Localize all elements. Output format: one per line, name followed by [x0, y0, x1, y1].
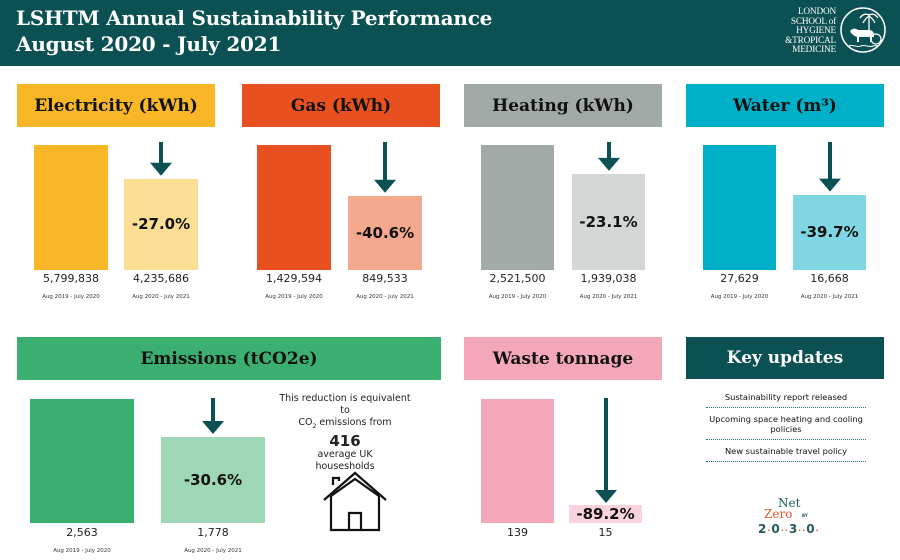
page-title: LSHTM Annual Sustainability Performance … [16, 5, 492, 57]
water-panel-title: Water (m³) [686, 84, 884, 127]
equiv-line3: average UK [317, 448, 373, 460]
equiv-line2: CO2 emissions from [275, 417, 415, 433]
logo-line: MEDICINE [792, 45, 836, 56]
emissions-bar-previous [30, 399, 134, 523]
electricity-panel-title: Electricity (kWh) [17, 84, 215, 127]
page-header: LSHTM Annual Sustainability Performance … [0, 0, 900, 66]
down-arrow-icon [150, 142, 172, 176]
house-icon [323, 471, 387, 532]
emissions-value-label: 2,563 [66, 526, 98, 539]
heating-bar-previous [481, 145, 554, 270]
gas-period-label: Aug 2019 - July 2020 [265, 294, 323, 300]
waste-bar-previous [481, 399, 554, 523]
equiv-line1: This reduction is equivalent to [279, 393, 411, 416]
logo-text: LONDON SCHOOL of HYGIENE &TROPICAL MEDIC… [776, 7, 836, 56]
heating-panel-title: Heating (kWh) [464, 84, 662, 127]
gas-value-label: 1,429,594 [266, 272, 322, 285]
electricity-bar-current [124, 178, 198, 270]
emissions-panel-title: Emissions (tCO2e) [17, 337, 441, 380]
net-zero-net-text: Net [778, 496, 801, 510]
down-arrow-icon [374, 142, 396, 193]
year-digit: 0 [771, 522, 781, 536]
water-change-label: -39.7% [800, 223, 859, 242]
water-value-label: 16,668 [810, 272, 849, 285]
heating-bar-current [572, 173, 645, 270]
logo-line: &TROPICAL [785, 35, 836, 46]
page-title-line2: August 2020 - July 2021 [16, 32, 282, 56]
net-zero-by-text: BY [802, 513, 808, 518]
emissions-bar-current [161, 436, 265, 523]
lshtm-logo: LONDON SCHOOL of HYGIENE &TROPICAL MEDIC… [776, 6, 896, 58]
logo-line: HYGIENE [796, 26, 836, 37]
equiv-line4: housesholds [315, 460, 375, 472]
horse-and-palm-emblem-icon [840, 7, 886, 53]
page-title-line1: LSHTM Annual Sustainability Performance [16, 6, 493, 30]
gas-change-label: -40.6% [355, 223, 415, 242]
year-digit: 2 [758, 522, 768, 536]
net-zero-year: 2·0··3··0· [758, 522, 820, 536]
year-digit: 3 [788, 522, 799, 536]
electricity-period-label: Aug 2019 - July 2020 [42, 294, 100, 300]
electricity-change-label: -27.0% [131, 215, 191, 234]
heating-value-label: 1,939,038 [580, 272, 637, 285]
households-count: 416 [329, 431, 361, 450]
logo-line: LONDON [797, 7, 836, 17]
emissions-period-label: Aug 2019 - July 2020 [53, 548, 111, 554]
water-period-label: Aug 2019 - July 2020 [710, 294, 769, 300]
net-zero-2030-logo: Net Zero BY 2·0··3··0· [752, 496, 832, 548]
heating-change-label: -23.1% [579, 212, 638, 231]
waste-change-label: -89.2% [569, 505, 642, 523]
key-updates-title: Key updates [686, 337, 884, 379]
gas-period-label: Aug 2020 - July 2021 [356, 294, 414, 300]
heating-period-label: Aug 2020 - July 2021 [579, 294, 638, 300]
gas-value-label: 849,533 [362, 272, 408, 285]
gas-panel-title: Gas (kWh) [242, 84, 440, 127]
key-update-item: New sustainable travel policy [706, 444, 866, 462]
down-arrow-icon [819, 142, 841, 192]
emissions-equivalent-text: This reduction is equivalent to CO2 emis… [275, 393, 415, 473]
gas-bar-current [348, 195, 422, 270]
heating-value-label: 2,521,500 [489, 272, 546, 285]
key-update-item: Sustainability report released [706, 390, 866, 408]
key-updates-list: Sustainability report released Upcoming … [706, 390, 866, 466]
electricity-value-label: 4,235,686 [133, 272, 189, 285]
water-value-label: 27,629 [720, 272, 759, 285]
down-arrow-icon [202, 398, 224, 434]
waste-value-label: 139 [507, 526, 528, 539]
down-arrow-icon [595, 398, 617, 503]
key-update-item: Upcoming space heating and cooling polic… [706, 412, 866, 440]
emissions-period-label: Aug 2020 - July 2021 [184, 548, 242, 554]
co2-subscript: 2 [312, 422, 317, 430]
equiv-line2-suffix: emissions from [316, 417, 392, 428]
emissions-value-label: 1,778 [197, 526, 229, 539]
year-digit: 0 [806, 522, 816, 536]
gas-bar-previous [257, 145, 331, 270]
water-bar-current [793, 194, 866, 270]
co2-text: CO [298, 417, 313, 428]
logo-line: SCHOOL of [790, 16, 836, 27]
electricity-period-label: Aug 2020 - July 2021 [132, 294, 190, 300]
emissions-change-label: -30.6% [183, 470, 243, 489]
water-bar-previous [703, 145, 776, 270]
down-arrow-icon [598, 142, 620, 171]
net-zero-zero-text: Zero [764, 507, 793, 521]
water-period-label: Aug 2020 - July 2021 [800, 294, 859, 300]
heating-period-label: Aug 2019 - July 2020 [488, 294, 547, 300]
waste-panel-title: Waste tonnage [464, 337, 662, 380]
waste-value-label: 15 [598, 526, 613, 539]
electricity-bar-previous [34, 145, 108, 270]
electricity-value-label: 5,799,838 [43, 272, 99, 285]
